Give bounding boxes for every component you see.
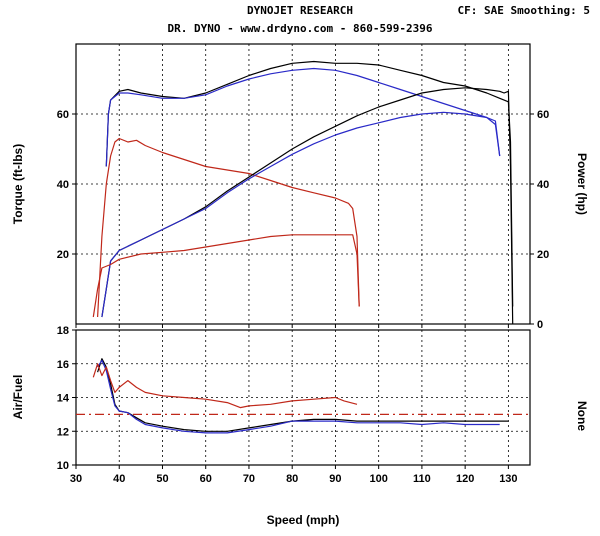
x-tick-label: 90 xyxy=(329,473,341,485)
chart-settings: CF: SAE Smoothing: 5 xyxy=(458,4,590,17)
x-tick-label: 50 xyxy=(156,473,168,485)
x-tick-label: 110 xyxy=(413,473,431,485)
air-fuel-curve xyxy=(92,363,358,409)
af-y-tick-label: 18 xyxy=(57,325,69,337)
torque-axis-label: Torque (ft-lbs) xyxy=(11,144,25,224)
power-curve xyxy=(101,111,501,318)
series-layer xyxy=(76,60,530,434)
af-y-tick-label: 16 xyxy=(57,359,69,371)
af-y-tick-label: 10 xyxy=(57,460,69,472)
chart-subtitle: DR. DYNO - www.drdyno.com - 860-599-2396 xyxy=(168,22,433,35)
x-tick-label: 130 xyxy=(499,473,517,485)
x-tick-label: 80 xyxy=(286,473,298,485)
chart-title: DYNOJET RESEARCH xyxy=(247,4,353,17)
x-tick-label: 60 xyxy=(200,473,212,485)
tp-y-tick-label: 40 xyxy=(57,179,69,191)
air-fuel-curve xyxy=(97,359,500,434)
x-tick-label: 70 xyxy=(243,473,255,485)
x-axis-label: Speed (mph) xyxy=(267,513,340,527)
x-tick-label: 100 xyxy=(369,473,387,485)
power-tick-label: 60 xyxy=(537,109,549,121)
air-fuel-axis-label: Air/Fuel xyxy=(11,375,25,420)
torque-curve xyxy=(97,137,360,318)
af-y-tick-label: 12 xyxy=(57,426,69,438)
none-axis-label: None xyxy=(575,401,589,431)
power-tick-label: 20 xyxy=(537,249,549,261)
torque-curve xyxy=(105,67,501,167)
tick-labels: 20 40 60 0 20 40 60 30 40 50 60 70 80 90 100 110 120 130 1… xyxy=(57,109,550,485)
tp-y-tick-label: 20 xyxy=(57,249,69,261)
af-y-tick-label: 14 xyxy=(57,393,70,405)
power-tick-label: 0 xyxy=(537,319,543,331)
tp-y-tick-label: 60 xyxy=(57,109,69,121)
power-curve xyxy=(92,234,360,318)
x-tick-label: 40 xyxy=(113,473,125,485)
power-axis-label: Power (hp) xyxy=(575,153,589,215)
x-tick-label: 120 xyxy=(456,473,474,485)
x-tick-label: 30 xyxy=(70,473,82,485)
grid xyxy=(72,44,534,469)
torque-curve xyxy=(105,60,514,307)
air-fuel-curve xyxy=(97,358,509,432)
power-tick-label: 40 xyxy=(537,179,549,191)
